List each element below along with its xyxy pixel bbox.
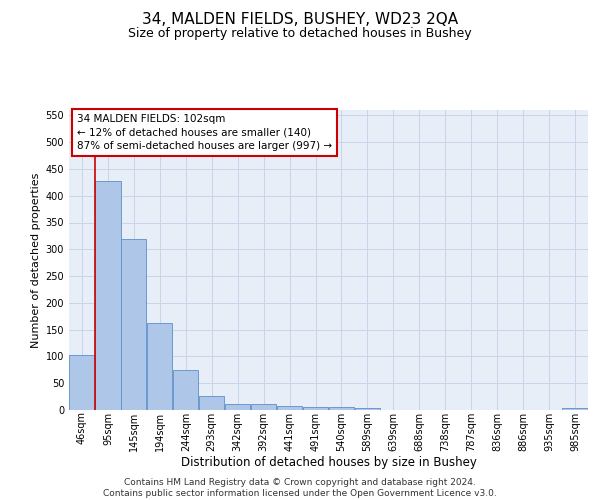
Bar xyxy=(277,406,302,410)
Bar xyxy=(251,404,276,410)
Bar xyxy=(562,408,587,410)
Bar xyxy=(355,408,380,410)
Bar xyxy=(121,238,146,410)
Bar xyxy=(329,408,354,410)
Text: Contains HM Land Registry data © Crown copyright and database right 2024.
Contai: Contains HM Land Registry data © Crown c… xyxy=(103,478,497,498)
Text: 34, MALDEN FIELDS, BUSHEY, WD23 2QA: 34, MALDEN FIELDS, BUSHEY, WD23 2QA xyxy=(142,12,458,28)
Bar xyxy=(225,404,250,410)
Y-axis label: Number of detached properties: Number of detached properties xyxy=(31,172,41,348)
Bar xyxy=(147,322,172,410)
Bar xyxy=(173,370,199,410)
Bar xyxy=(303,408,328,410)
Bar xyxy=(199,396,224,410)
Bar xyxy=(95,180,121,410)
Text: Size of property relative to detached houses in Bushey: Size of property relative to detached ho… xyxy=(128,28,472,40)
Bar xyxy=(70,355,95,410)
Text: 34 MALDEN FIELDS: 102sqm
← 12% of detached houses are smaller (140)
87% of semi-: 34 MALDEN FIELDS: 102sqm ← 12% of detach… xyxy=(77,114,332,151)
X-axis label: Distribution of detached houses by size in Bushey: Distribution of detached houses by size … xyxy=(181,456,476,469)
